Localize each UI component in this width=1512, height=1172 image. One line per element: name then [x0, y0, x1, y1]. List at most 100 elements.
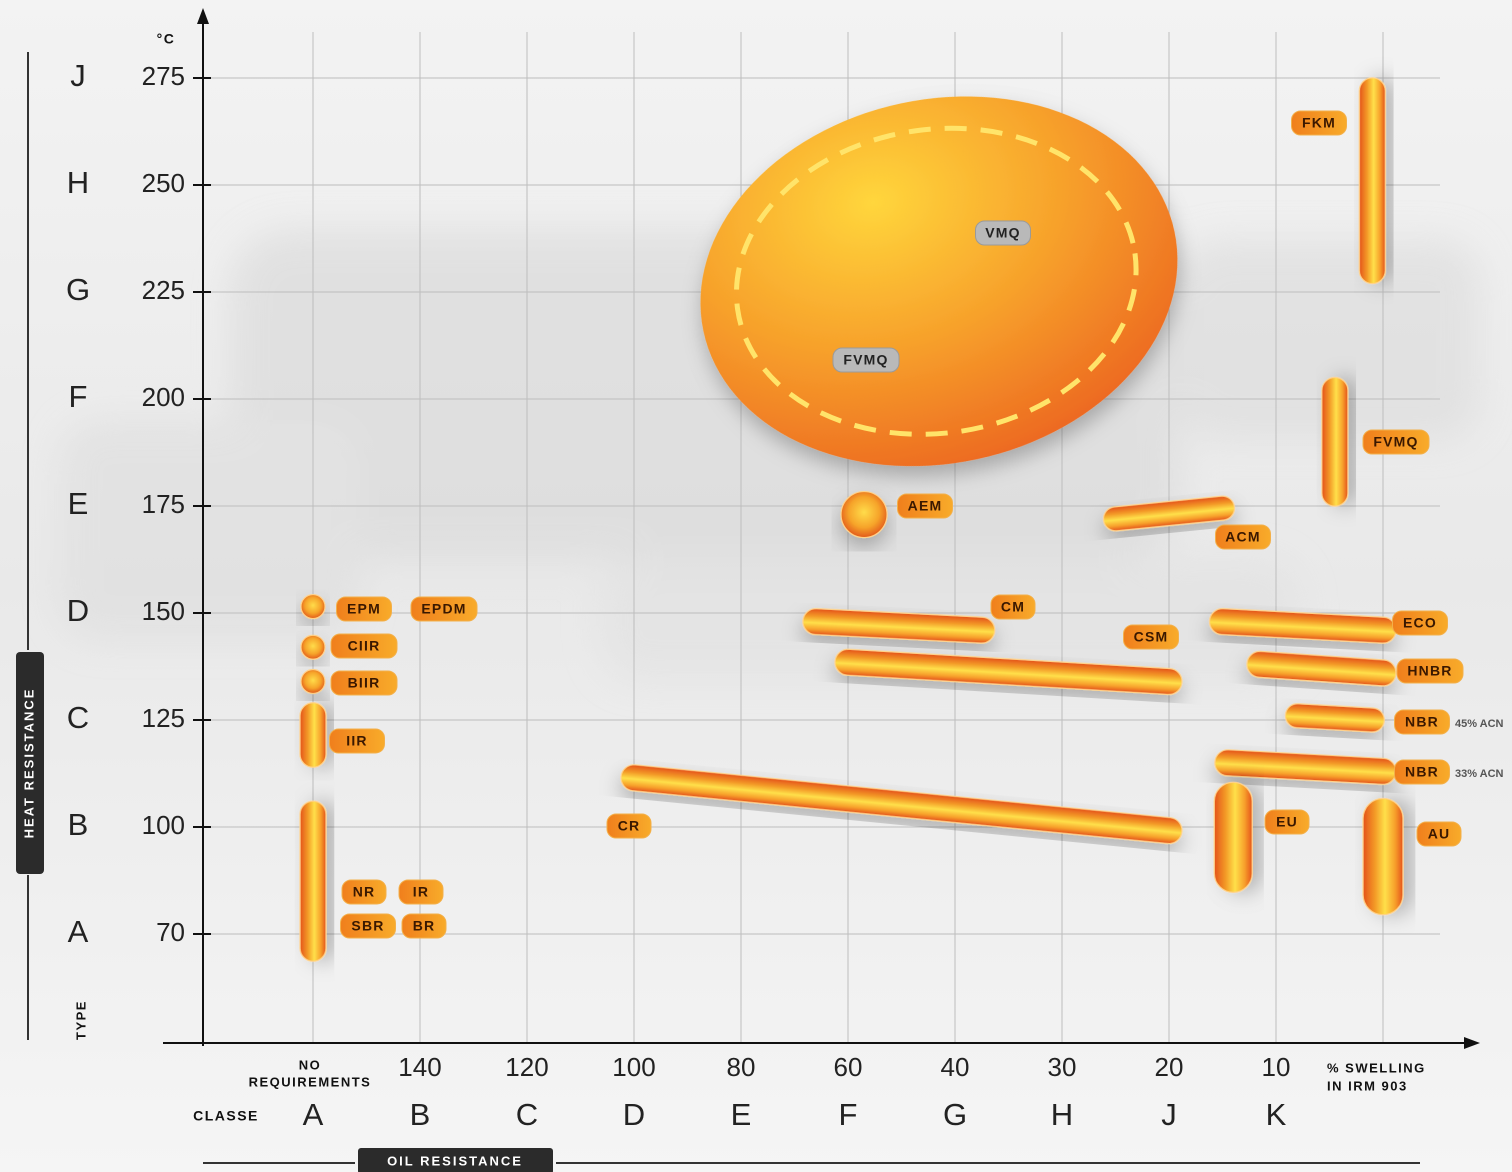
label-pill [1416, 821, 1462, 847]
material-label: ECO [1403, 615, 1437, 631]
x-class-label: C [516, 1097, 538, 1132]
material-label: CR [618, 818, 641, 834]
material-label: CIIR [348, 638, 381, 654]
y-class-title: TYPE [73, 1000, 88, 1040]
label-pill [1362, 429, 1430, 455]
material-label: NBR [1405, 714, 1439, 730]
axes: HEAT RESISTANCE TYPE °C CLASSE OIL RESIS… [16, 8, 1480, 1172]
label-pill [1392, 610, 1448, 636]
range-ellipse [700, 96, 1178, 467]
material-label: IR [413, 884, 429, 900]
label-pill [1394, 709, 1450, 735]
label-pill [336, 596, 392, 622]
x-tick-label: 20 [1155, 1052, 1184, 1082]
range-bar [1321, 376, 1349, 507]
y-title-box [16, 652, 44, 874]
range-bar [1213, 781, 1253, 893]
label-pill [832, 347, 900, 373]
x-title: OIL RESISTANCE [387, 1153, 523, 1168]
range-dot [300, 668, 326, 695]
y-class-label: B [68, 807, 89, 842]
range-dot [300, 593, 326, 620]
y-class-label: E [68, 486, 89, 521]
x-class-label: J [1161, 1097, 1177, 1132]
y-class-label: C [67, 700, 89, 735]
x-class-label: K [1266, 1097, 1287, 1132]
material-label: HNBR [1407, 663, 1452, 679]
x-title-box [358, 1148, 553, 1172]
label-pill [1394, 759, 1450, 785]
x-tick-label: 120 [505, 1052, 548, 1082]
material-note: 33% ACN [1455, 768, 1504, 780]
range-bar [1284, 703, 1385, 733]
x-axis-arrow [1464, 1037, 1480, 1049]
label-pill [990, 594, 1036, 620]
material-note: 45% ACN [1455, 718, 1504, 730]
material-label: VMQ [985, 225, 1021, 241]
material-label: SBR [351, 918, 384, 934]
label-pill [1123, 624, 1179, 650]
label-pill [329, 728, 385, 754]
material-label: BR [413, 918, 436, 934]
y-class-label: G [66, 272, 90, 307]
material-label: ACM [1225, 529, 1260, 545]
range-bar [620, 764, 1183, 845]
x-no-requirements: REQUIREMENTS [249, 1074, 372, 1089]
range-bar [1246, 650, 1397, 687]
x-class-title: CLASSE [193, 1108, 259, 1124]
y-tick-label: 175 [142, 489, 185, 519]
label-pill [330, 670, 398, 696]
plot-area: VMQ FVMQ FKM FVMQ AEM ACM CM CSM ECO HNBR NBR 45% A… [299, 77, 1504, 962]
material-label: NR [353, 884, 376, 900]
range-ring [733, 125, 1139, 437]
material-label: BIIR [348, 675, 381, 691]
material-label: EPM [347, 601, 381, 617]
material-label: IIR [346, 733, 368, 749]
material-label: CSM [1134, 629, 1169, 645]
y-tick-label: 70 [156, 917, 185, 947]
range-bar [299, 800, 327, 962]
material-label: AEM [908, 498, 943, 514]
range-bar [1362, 797, 1404, 916]
range-dot [840, 490, 888, 539]
label-pill [410, 596, 478, 622]
y-class-label: A [68, 914, 89, 949]
y-tick-label: 225 [142, 275, 185, 305]
y-class-label: F [69, 379, 88, 414]
x-class-label: B [410, 1097, 431, 1132]
label-pill [341, 879, 387, 905]
material-label: FKM [1302, 115, 1336, 131]
x-class-label: D [623, 1097, 645, 1132]
label-pill [897, 493, 953, 519]
x-class-label: H [1051, 1097, 1073, 1132]
x-tick-label: 140 [398, 1052, 441, 1082]
range-bar [834, 648, 1183, 696]
label-pill [398, 879, 444, 905]
x-tick-label: 30 [1048, 1052, 1077, 1082]
y-class-label: D [67, 593, 89, 628]
y-tick-label: 150 [142, 596, 185, 626]
y-class-label: H [67, 165, 89, 200]
label-pill [330, 633, 398, 659]
x-no-requirements: NO [299, 1057, 322, 1072]
y-unit: °C [157, 31, 176, 47]
material-label: NBR [1405, 764, 1439, 780]
range-dot [300, 634, 326, 660]
label-pill [606, 813, 652, 839]
y-tick-label: 125 [142, 703, 185, 733]
material-label: FVMQ [843, 352, 888, 368]
x-unit: % SWELLING [1327, 1060, 1426, 1075]
x-tick-label: 10 [1262, 1052, 1291, 1082]
x-tick-label: 60 [834, 1052, 863, 1082]
range-bar [1358, 77, 1386, 285]
material-label: EU [1276, 814, 1298, 830]
label-pill [1264, 809, 1310, 835]
x-tick-label: 80 [727, 1052, 756, 1082]
range-bar [299, 702, 327, 768]
material-label: AU [1428, 826, 1451, 842]
label-pill [1291, 110, 1347, 136]
y-tick-label: 275 [142, 61, 185, 91]
y-tick-label: 250 [142, 168, 185, 198]
material-label: CM [1001, 599, 1025, 615]
label-pill [975, 220, 1031, 246]
